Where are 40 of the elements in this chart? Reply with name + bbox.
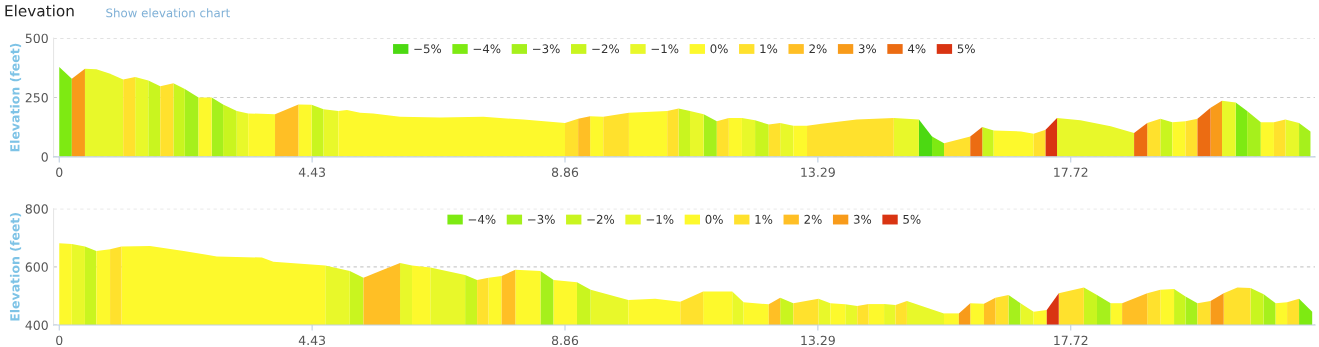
legend-label: −5% <box>414 44 442 54</box>
y-tick-label: 600 <box>25 262 48 272</box>
y-tick-label: 0 <box>41 152 48 162</box>
legend-label: 3% <box>858 44 877 54</box>
legend-label: −1% <box>651 44 679 54</box>
legend-label: 1% <box>755 214 773 224</box>
legend-label: 2% <box>809 44 827 54</box>
chart-title: Elevation <box>5 4 74 17</box>
legend-label: 2% <box>804 214 822 224</box>
legend-label: −2% <box>587 214 615 224</box>
legend-label: 5% <box>957 44 975 54</box>
x-tick-label: 13.29 <box>801 335 835 346</box>
legend-label: 1% <box>760 44 778 54</box>
legend-label: −1% <box>646 214 674 224</box>
legend-label: 0% <box>710 44 728 54</box>
y-tick-label: 250 <box>25 92 48 103</box>
y-axis-title: Elevation (feet) <box>9 43 22 152</box>
x-tick-label: 0 <box>56 167 63 177</box>
text: Show elevation chart <box>106 8 230 18</box>
legend-label: 0% <box>705 214 723 224</box>
legend-label: −3% <box>528 214 555 224</box>
x-tick-label: 17.72 <box>1054 167 1088 177</box>
legend-label: 5% <box>903 214 921 224</box>
x-tick-label: 4.43 <box>298 335 326 346</box>
legend-label: 4% <box>907 44 926 54</box>
x-tick-label: 0 <box>56 335 63 346</box>
legend-label: 3% <box>853 214 872 224</box>
x-tick-label: 4.43 <box>298 167 326 177</box>
y-tick-label: 400 <box>25 320 48 330</box>
y-tick-label: 500 <box>25 33 48 44</box>
y-axis-title: Elevation (feet) <box>9 213 22 321</box>
x-tick-label: 8.86 <box>551 335 579 346</box>
legend-label: −3% <box>533 44 560 54</box>
x-tick-label: 8.86 <box>551 167 579 177</box>
x-tick-label: 17.72 <box>1054 335 1088 345</box>
x-tick-label: 13.29 <box>801 167 835 177</box>
legend-label: −2% <box>592 44 620 54</box>
y-tick-label: 800 <box>25 204 48 214</box>
legend-label: −4% <box>473 44 501 54</box>
legend-label: −4% <box>468 214 496 224</box>
